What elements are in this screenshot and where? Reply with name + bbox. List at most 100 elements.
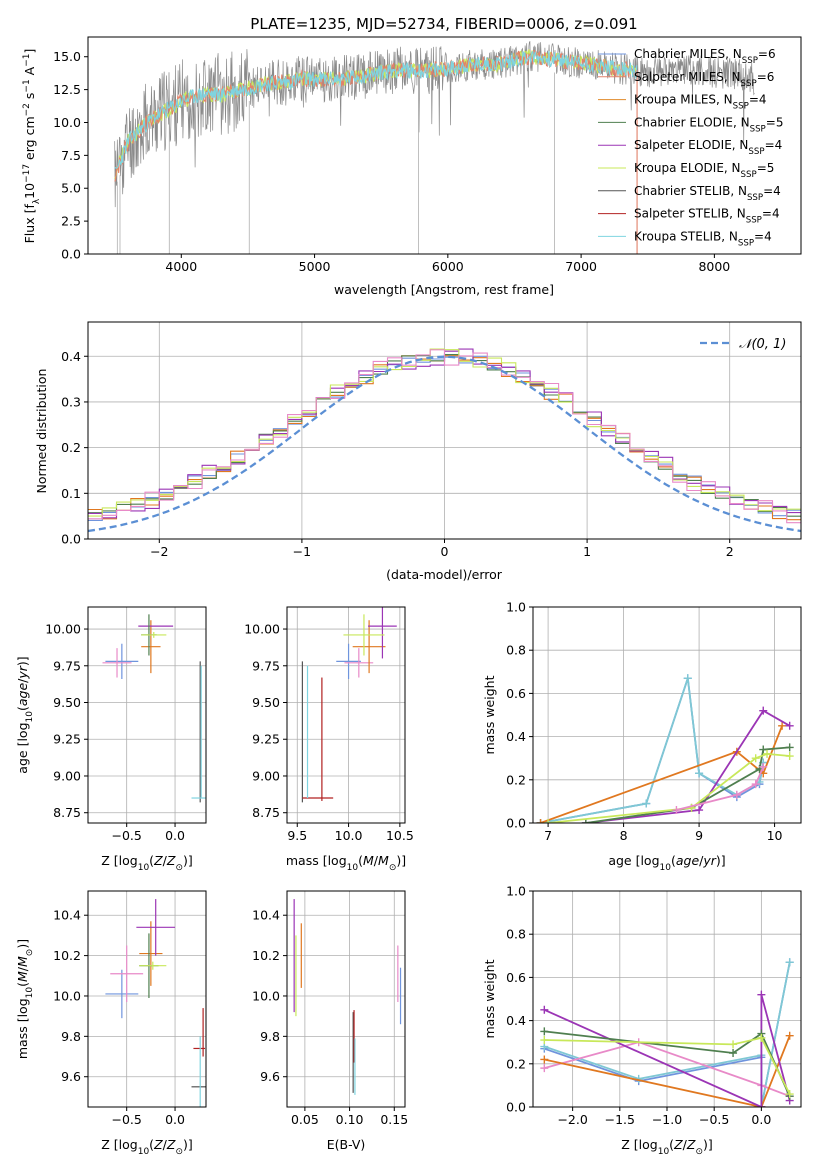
label-part: Flux [f bbox=[22, 204, 37, 244]
legend-entry: Kroupa STELIB, NSSP=4 bbox=[598, 229, 772, 248]
weight-marker bbox=[642, 799, 651, 808]
label-part: ( bbox=[15, 706, 30, 711]
label-part: Chabrier MILES, N bbox=[634, 47, 742, 61]
legend-label: Kroupa STELIB, NSSP=4 bbox=[634, 229, 772, 248]
label-part: SSP bbox=[742, 56, 758, 66]
plot-area bbox=[301, 607, 397, 803]
weight-series bbox=[544, 1041, 791, 1098]
y-tick-label: 9.6 bbox=[61, 1069, 81, 1084]
y-tick-label: 0.8 bbox=[506, 643, 526, 658]
weight-marker bbox=[757, 1103, 766, 1107]
label-part: −2 bbox=[22, 103, 32, 116]
axes-frame bbox=[87, 890, 207, 1108]
x-tick-label: 0.10 bbox=[336, 1112, 364, 1127]
axes-frame bbox=[87, 321, 802, 540]
legend-label: 𝒩(0, 1) bbox=[739, 337, 786, 352]
x-tick-label: 0.0 bbox=[751, 1112, 771, 1127]
label-part: )] bbox=[703, 1137, 713, 1152]
label-part: −1 bbox=[22, 79, 32, 92]
y-tick-label: 10.4 bbox=[53, 908, 81, 923]
label-part: ( bbox=[358, 853, 363, 868]
label-part: SSP bbox=[741, 79, 757, 89]
x-axis-label: Z [log10(Z/Z⊙)] bbox=[101, 853, 193, 873]
label-part: =6 bbox=[758, 47, 776, 61]
label-part: =4 bbox=[765, 138, 783, 152]
axes-frame bbox=[286, 606, 406, 824]
label-part: )] bbox=[15, 939, 30, 949]
y-tick-label: 5.0 bbox=[61, 181, 81, 196]
weight-marker bbox=[540, 1064, 549, 1073]
weight-marker bbox=[785, 958, 794, 967]
x-tick-label: −1.0 bbox=[652, 1112, 682, 1127]
y-tick-label: 9.00 bbox=[53, 768, 81, 783]
weight-series bbox=[676, 766, 765, 811]
weight-marker bbox=[695, 769, 704, 778]
label-part: age [log bbox=[15, 722, 30, 773]
weight-series bbox=[540, 725, 783, 823]
label-part: =4 bbox=[754, 229, 772, 243]
axes-frame bbox=[532, 606, 802, 824]
y-tick-label: 9.6 bbox=[260, 1069, 280, 1084]
x-tick-label: 2 bbox=[726, 544, 734, 559]
label-part: ( bbox=[149, 853, 154, 868]
label-part: SSP bbox=[748, 147, 764, 157]
data-point bbox=[102, 648, 132, 678]
weight-marker bbox=[540, 1055, 549, 1064]
label-part: ( bbox=[149, 1137, 154, 1152]
weight-series bbox=[544, 1036, 791, 1095]
data-point bbox=[141, 631, 167, 638]
label-part: Normed distribution bbox=[34, 369, 49, 494]
y-axis-label: mass [log10(M/M⊙)] bbox=[15, 939, 35, 1059]
y-tick-label: 0.0 bbox=[506, 816, 526, 831]
weight-marker bbox=[785, 1090, 794, 1099]
x-tick-label: −0.5 bbox=[112, 828, 142, 843]
x-tick-label: 5000 bbox=[299, 259, 331, 274]
weight-marker bbox=[540, 1027, 549, 1036]
y-tick-label: 0.0 bbox=[61, 532, 81, 547]
label-part: 10 bbox=[22, 183, 37, 199]
data-point bbox=[139, 961, 167, 970]
label-part: ( bbox=[15, 982, 30, 987]
label-part: age bbox=[15, 683, 30, 707]
legend-entry: Kroupa ELODIE, NSSP=5 bbox=[598, 161, 774, 180]
weight-marker bbox=[785, 1031, 794, 1040]
y-tick-label: 10.00 bbox=[45, 622, 81, 637]
x-tick-label: 10 bbox=[767, 828, 783, 843]
y-tick-label: 9.50 bbox=[252, 695, 280, 710]
weight-marker bbox=[759, 762, 768, 771]
label-part: )] bbox=[15, 656, 30, 666]
y-tick-label: 0.2 bbox=[61, 440, 81, 455]
y-tick-label: 9.50 bbox=[53, 695, 81, 710]
x-tick-label: 9 bbox=[695, 828, 703, 843]
y-tick-label: 9.75 bbox=[53, 658, 81, 673]
y-tick-label: 10.2 bbox=[252, 948, 280, 963]
histogram-series bbox=[88, 349, 801, 524]
label-part: Z [log bbox=[101, 1137, 137, 1152]
x-tick-label: −2 bbox=[150, 544, 168, 559]
chart-age-vs-mass: 9.5 10.0 10.5 8.75 9.00 9.25 9.50 9.75 10.00 mass… bbox=[244, 606, 414, 873]
legend-entry: Salpeter MILES, NSSP=6 bbox=[598, 70, 774, 89]
weight-marker bbox=[751, 780, 760, 789]
label-part: Z bbox=[153, 1137, 163, 1152]
x-axis-label: Z [log10(Z/Z⊙)] bbox=[621, 1137, 713, 1157]
y-axis-label: mass weight bbox=[482, 675, 497, 754]
label-part: )] bbox=[183, 853, 193, 868]
x-tick-label: 7000 bbox=[565, 259, 597, 274]
x-axis-label: wavelength [Angstrom, rest frame] bbox=[334, 282, 554, 297]
legend-entry: Kroupa MILES, NSSP=4 bbox=[598, 93, 767, 112]
label-part: =4 bbox=[763, 184, 781, 198]
x-tick-label: 0.0 bbox=[165, 828, 185, 843]
label-part: 10 bbox=[658, 1147, 670, 1157]
label-part: Z bbox=[686, 1137, 696, 1152]
label-part: )] bbox=[396, 853, 406, 868]
y-tick-label: 9.00 bbox=[252, 768, 280, 783]
data-point bbox=[139, 921, 163, 986]
y-axis-label: mass weight bbox=[482, 959, 497, 1038]
y-tick-label: 12.5 bbox=[53, 82, 81, 97]
weight-marker bbox=[751, 754, 760, 763]
y-tick-label: 9.8 bbox=[61, 1029, 81, 1044]
y-tick-label: 9.25 bbox=[53, 732, 81, 747]
x-tick-label: 7 bbox=[544, 828, 552, 843]
y-tick-label: 10.00 bbox=[244, 622, 280, 637]
label-part: )] bbox=[183, 1137, 193, 1152]
